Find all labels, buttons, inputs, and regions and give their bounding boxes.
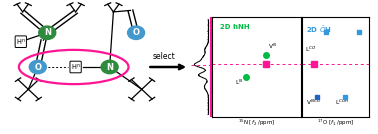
- Circle shape: [128, 26, 144, 39]
- Text: L$^{CO}$: L$^{CO}$: [305, 45, 316, 54]
- Circle shape: [101, 60, 118, 74]
- X-axis label: $^{15}$N [$f_2$ /ppm]: $^{15}$N [$f_2$ /ppm]: [238, 118, 276, 128]
- X-axis label: $^{17}$O [$f_1$ /ppm]: $^{17}$O [$f_1$ /ppm]: [317, 118, 354, 128]
- Y-axis label: $^1$H [$f_3$ /ppm]: $^1$H [$f_3$ /ppm]: [375, 50, 378, 84]
- Text: V$^{NCO}$: V$^{NCO}$: [306, 97, 321, 107]
- Text: select: select: [153, 52, 176, 61]
- Circle shape: [29, 60, 46, 74]
- Text: H$^n$: H$^n$: [71, 62, 81, 72]
- Text: V$^N$: V$^N$: [268, 42, 277, 51]
- Text: O: O: [34, 62, 41, 72]
- Circle shape: [39, 26, 56, 39]
- Text: 2D hNH: 2D hNH: [220, 24, 249, 30]
- Text: O: O: [133, 28, 139, 37]
- Text: L$^N$: L$^N$: [235, 78, 243, 87]
- Text: H$^n$: H$^n$: [16, 37, 26, 47]
- Text: L$^{COH}$: L$^{COH}$: [336, 97, 350, 107]
- Text: N: N: [44, 28, 51, 37]
- Text: 3D $\bar{O}$hNH: 3D $\bar{O}$hNH: [211, 24, 220, 55]
- Text: 2D $\bar{O}$H: 2D $\bar{O}$H: [306, 24, 332, 35]
- Text: N: N: [106, 62, 113, 72]
